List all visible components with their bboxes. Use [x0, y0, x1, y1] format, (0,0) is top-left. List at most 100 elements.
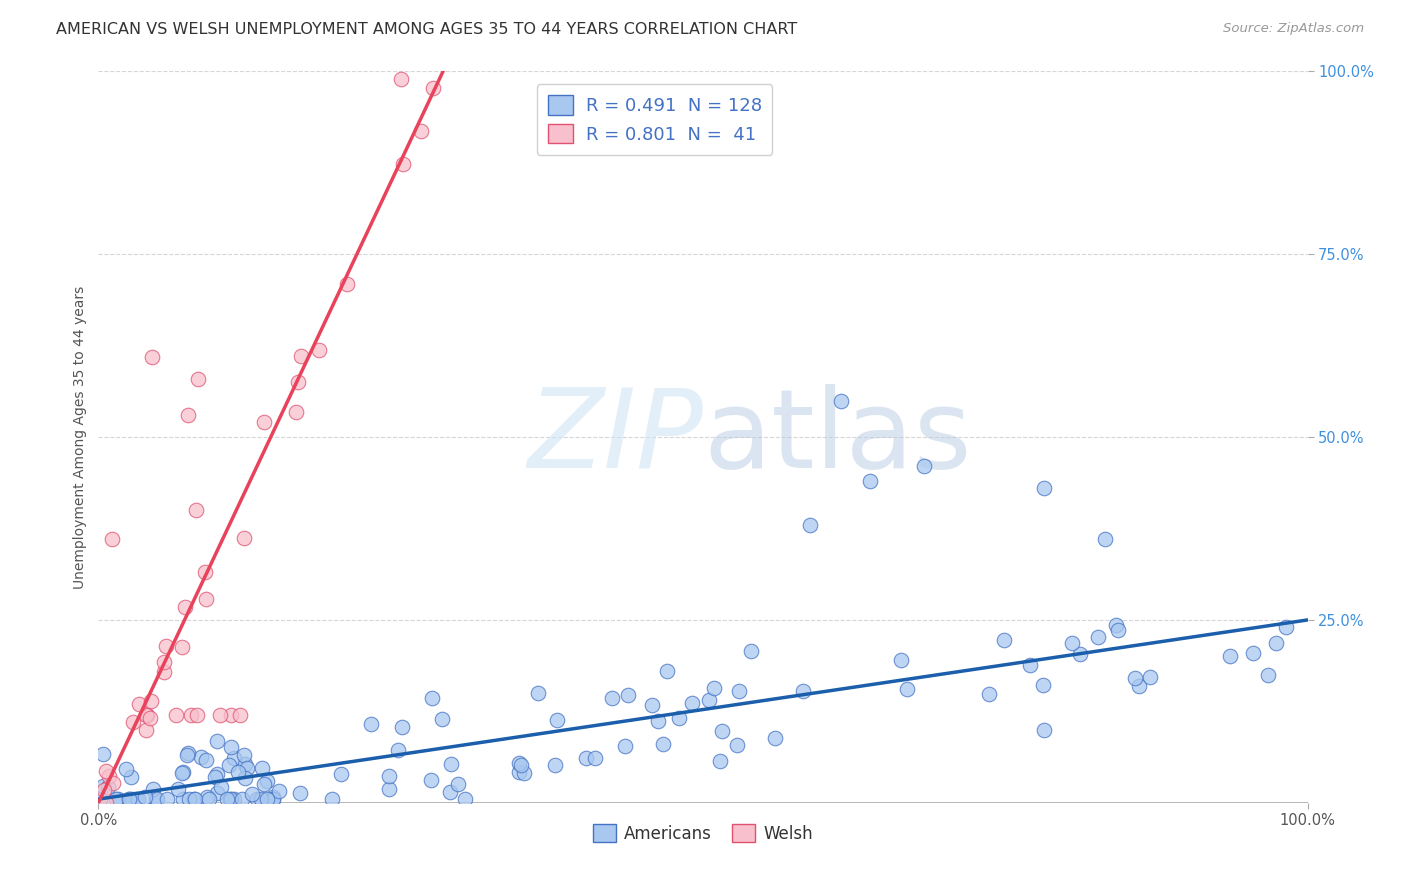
Text: Source: ZipAtlas.com: Source: ZipAtlas.com	[1223, 22, 1364, 36]
Point	[187, 371, 209, 385]
Point	[170, 766, 193, 780]
Point	[392, 157, 415, 171]
Point	[205, 766, 228, 780]
Point	[184, 792, 207, 806]
Point	[1032, 677, 1054, 691]
Point	[94, 764, 117, 778]
Point	[703, 681, 725, 695]
Point	[219, 792, 242, 806]
Point	[1087, 631, 1109, 645]
Point	[360, 717, 382, 731]
Point	[1033, 481, 1056, 495]
Point	[190, 750, 212, 764]
Point	[217, 792, 239, 806]
Point	[232, 531, 254, 545]
Point	[249, 792, 271, 806]
Point	[335, 277, 357, 291]
Point	[128, 697, 150, 711]
Point	[167, 782, 190, 797]
Point	[179, 792, 201, 806]
Point	[256, 774, 278, 789]
Point	[208, 708, 231, 723]
Point	[240, 788, 263, 802]
Point	[209, 780, 232, 794]
Point	[170, 640, 193, 655]
Point	[236, 761, 259, 775]
Point	[262, 792, 284, 806]
Point	[153, 665, 176, 679]
Point	[104, 792, 127, 806]
Point	[91, 747, 114, 762]
Point	[725, 738, 748, 752]
Point	[439, 784, 461, 798]
Point	[285, 405, 308, 419]
Point	[617, 688, 640, 702]
Point	[267, 784, 290, 798]
Point	[121, 714, 143, 729]
Point	[180, 708, 202, 723]
Point	[118, 792, 141, 806]
Point	[218, 792, 240, 806]
Point	[420, 772, 443, 787]
Point	[830, 393, 852, 408]
Point	[235, 771, 257, 785]
Point	[222, 750, 245, 764]
Point	[194, 565, 217, 579]
Point	[233, 756, 256, 771]
Point	[993, 633, 1015, 648]
Point	[508, 765, 530, 780]
Point	[740, 644, 762, 658]
Point	[232, 747, 254, 762]
Point	[135, 723, 157, 738]
Point	[546, 713, 568, 727]
Point	[195, 790, 218, 805]
Point	[198, 792, 221, 806]
Point	[454, 792, 477, 806]
Point	[709, 755, 731, 769]
Point	[165, 708, 187, 723]
Text: atlas: atlas	[703, 384, 972, 491]
Point	[1069, 648, 1091, 662]
Point	[114, 762, 136, 776]
Point	[94, 796, 117, 810]
Point	[1123, 671, 1146, 685]
Point	[207, 786, 229, 800]
Point	[512, 766, 534, 780]
Point	[146, 792, 169, 806]
Point	[97, 780, 120, 794]
Point	[890, 653, 912, 667]
Point	[204, 770, 226, 784]
Point	[138, 711, 160, 725]
Point	[681, 696, 703, 710]
Point	[142, 782, 165, 797]
Point	[655, 664, 678, 678]
Point	[668, 711, 690, 725]
Point	[93, 783, 115, 797]
Point	[246, 792, 269, 806]
Point	[391, 720, 413, 734]
Point	[256, 792, 278, 806]
Point	[290, 349, 312, 363]
Point	[176, 746, 198, 760]
Point	[124, 792, 146, 806]
Point	[253, 415, 276, 429]
Point	[136, 708, 159, 723]
Point	[432, 712, 454, 726]
Point	[127, 792, 149, 806]
Point	[896, 681, 918, 696]
Point	[145, 792, 167, 806]
Point	[422, 80, 444, 95]
Point	[141, 350, 163, 364]
Point	[422, 690, 444, 705]
Point	[640, 698, 662, 712]
Point	[183, 792, 205, 806]
Point	[799, 517, 821, 532]
Point	[1219, 649, 1241, 664]
Point	[120, 771, 142, 785]
Point	[1264, 636, 1286, 650]
Point	[156, 792, 179, 806]
Point	[1018, 658, 1040, 673]
Point	[378, 769, 401, 783]
Point	[411, 124, 433, 138]
Point	[378, 781, 401, 796]
